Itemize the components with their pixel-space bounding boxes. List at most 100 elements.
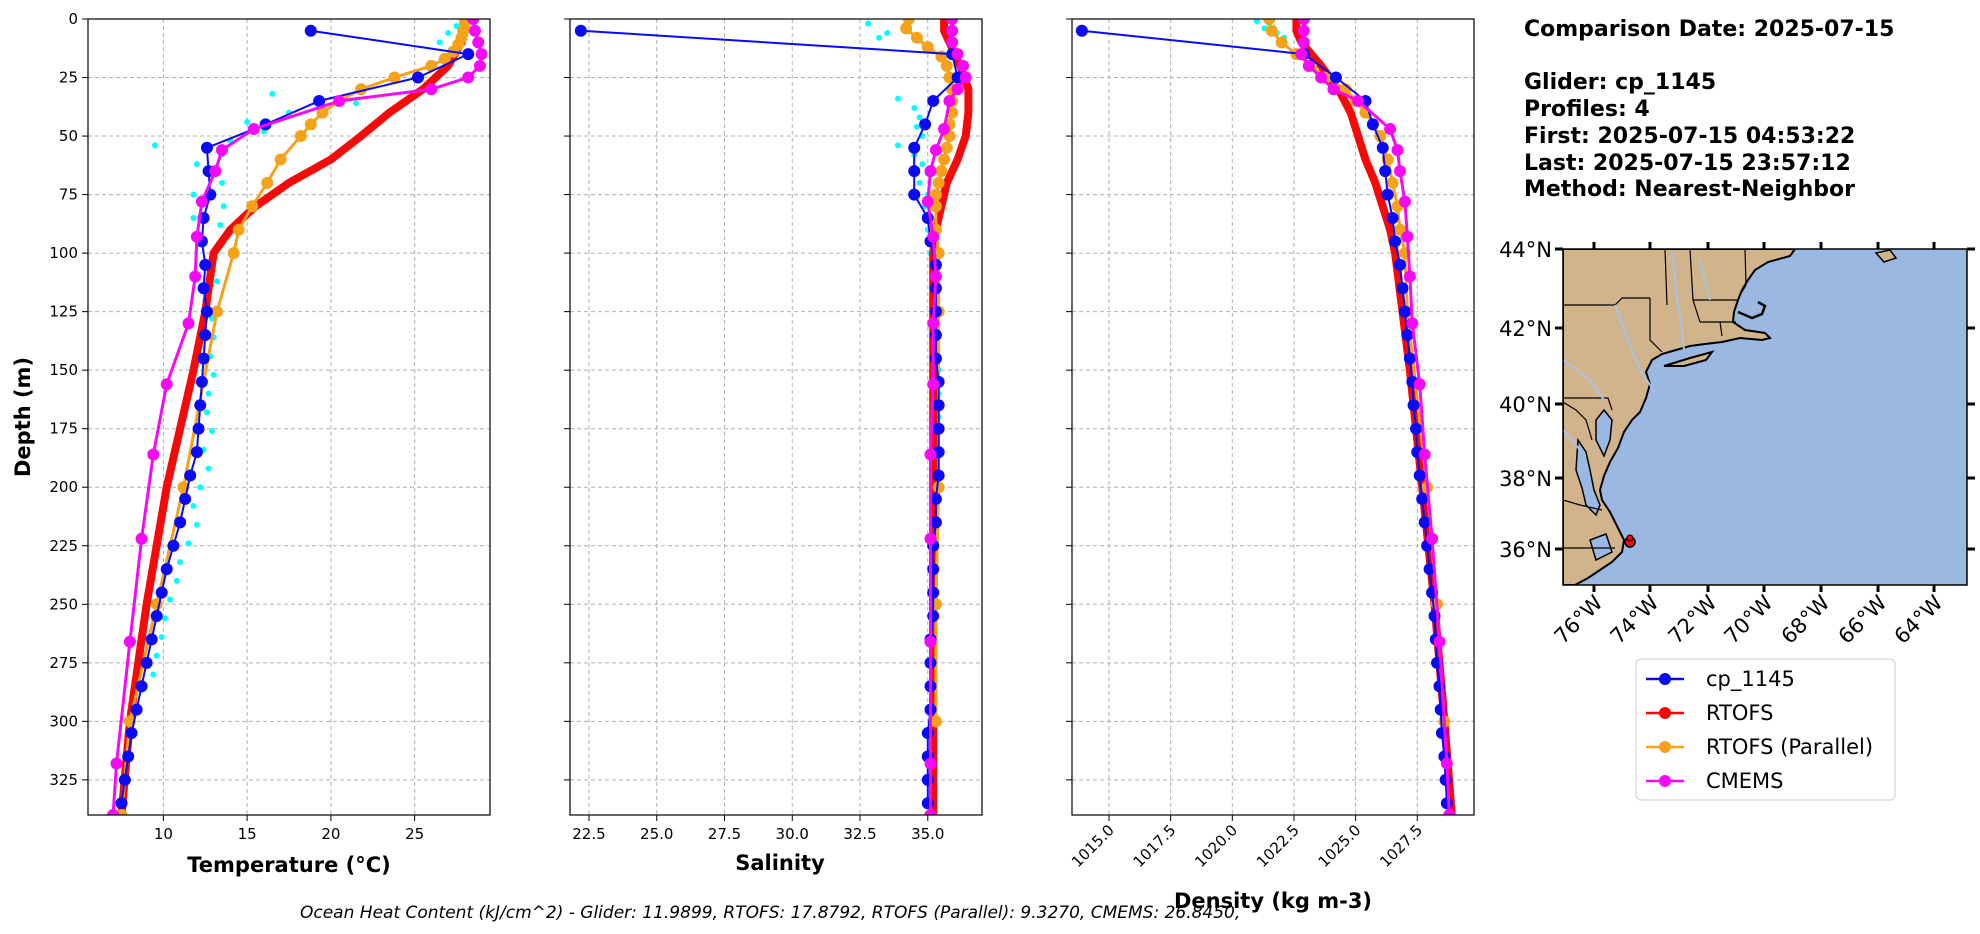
long-island bbox=[1663, 350, 1715, 367]
cmems-point bbox=[946, 24, 959, 37]
lat-label: 38°N bbox=[1499, 467, 1552, 491]
glider-raw-point bbox=[162, 615, 169, 622]
x-tick-label: 15 bbox=[238, 825, 257, 843]
cp-1145-point bbox=[929, 305, 942, 318]
cp-1145-point bbox=[135, 680, 148, 693]
x-tick-label: 10 bbox=[154, 825, 173, 843]
glider-raw-point bbox=[190, 215, 197, 221]
rtofs-parallel--point bbox=[294, 130, 307, 143]
x-tick-label: 1020.0 bbox=[1191, 821, 1241, 871]
cp-1145-point bbox=[190, 446, 203, 459]
glider-raw-point bbox=[197, 484, 204, 491]
cmems-point bbox=[1443, 809, 1456, 815]
rtofs-parallel--point bbox=[304, 118, 317, 131]
first-time: First: 2025-07-15 04:53:22 bbox=[1524, 124, 1855, 149]
cmems-point bbox=[1440, 757, 1453, 770]
cp-1145-point bbox=[179, 492, 192, 505]
glider-raw-point bbox=[865, 20, 872, 27]
glider-raw-point bbox=[911, 104, 918, 111]
cp-1145-point bbox=[908, 141, 921, 154]
rtofs-parallel--point bbox=[1265, 24, 1278, 37]
cmems-point bbox=[1426, 532, 1439, 545]
glider-raw-point bbox=[1253, 19, 1260, 25]
cmems-point bbox=[927, 317, 940, 330]
comparison-date: Comparison Date: 2025-07-15 bbox=[1524, 17, 1894, 42]
profile-count: Profiles: 4 bbox=[1524, 97, 1650, 122]
glider-raw-point bbox=[153, 652, 160, 659]
x-axis-label: Density (kg m-3) bbox=[1174, 889, 1372, 913]
cmems-point bbox=[938, 123, 951, 136]
y-tick-label: 75 bbox=[59, 186, 78, 204]
cmems-point bbox=[924, 635, 937, 648]
rtofs-parallel--point bbox=[316, 106, 329, 119]
cmems-point bbox=[467, 19, 480, 25]
cp-1145-point bbox=[174, 516, 187, 529]
cmems-point bbox=[927, 378, 940, 391]
rtofs-parallel--point bbox=[910, 31, 923, 44]
glider-raw-point bbox=[353, 100, 359, 107]
cmems-point bbox=[1384, 123, 1397, 136]
lat-label: 40°N bbox=[1499, 393, 1552, 417]
glider-raw-point bbox=[193, 521, 200, 528]
axes-frame bbox=[569, 18, 983, 816]
cp-1145-point bbox=[313, 94, 326, 107]
x-tick-label: 1025.0 bbox=[1315, 821, 1365, 871]
glider-raw-point bbox=[177, 559, 184, 566]
cp-1145-point bbox=[1403, 352, 1416, 365]
cmems-point bbox=[924, 448, 937, 461]
y-axis-label: Depth (m) bbox=[11, 357, 35, 477]
lat-label: 36°N bbox=[1499, 538, 1552, 562]
cmems-point bbox=[472, 36, 485, 49]
x-tick-label: 32.5 bbox=[843, 825, 876, 843]
plot-area bbox=[107, 19, 488, 815]
cmems-point bbox=[468, 24, 481, 37]
glider-raw-point bbox=[436, 39, 443, 46]
cmems-point bbox=[107, 809, 120, 815]
cp-1145-point bbox=[197, 352, 210, 365]
density-panel: 1015.0 1017.5 1020.0 1022.5 1025.0 1027.5Dens… bbox=[1066, 18, 1475, 913]
glider-raw-point bbox=[894, 95, 901, 102]
cp-1145-point bbox=[195, 375, 208, 388]
cmems-point bbox=[190, 230, 203, 243]
info-block: Comparison Date: 2025-07-15 Glider: cp_1… bbox=[1524, 17, 1894, 202]
cp-1145-point bbox=[150, 610, 163, 622]
glider-raw-point bbox=[158, 634, 165, 641]
glider-raw-point bbox=[244, 119, 251, 126]
glider-raw-point bbox=[190, 502, 197, 509]
cp-1145-point bbox=[199, 258, 212, 271]
glider-raw-point bbox=[203, 409, 210, 416]
cp-1145-point bbox=[932, 399, 945, 412]
legend-rtofs-parallel: RTOFS (Parallel) bbox=[1706, 735, 1873, 759]
maine-islands bbox=[1874, 249, 1898, 263]
cp-1145-point bbox=[1396, 282, 1409, 295]
cmems-point bbox=[959, 71, 972, 84]
rtofs-parallel--line bbox=[120, 19, 467, 815]
cmems-point bbox=[1403, 270, 1416, 283]
cp-1145-point bbox=[1401, 329, 1414, 342]
y-tick-label: 25 bbox=[59, 69, 78, 87]
lon-label: 64°W bbox=[1890, 590, 1948, 648]
lon-label: 72°W bbox=[1664, 590, 1722, 648]
glider-raw-point bbox=[445, 30, 452, 37]
glider-raw-point bbox=[210, 371, 217, 378]
rtofs-parallel--point bbox=[932, 176, 945, 189]
rtofs-parallel--point bbox=[274, 153, 287, 166]
rivers bbox=[1563, 251, 1711, 451]
cmems-point bbox=[943, 94, 956, 107]
glider-location-marker-2 bbox=[1626, 534, 1634, 542]
cmems-point bbox=[147, 448, 160, 461]
cmems-point bbox=[189, 270, 202, 283]
cp-1145-line bbox=[120, 29, 470, 805]
rtofs-parallel--point bbox=[921, 41, 934, 54]
x-tick-label: 1017.5 bbox=[1130, 821, 1180, 871]
pamlico-sound bbox=[1589, 533, 1613, 562]
cp-1145-point bbox=[1439, 773, 1452, 786]
cp-1145-point bbox=[1329, 71, 1342, 84]
cp-1145-point bbox=[155, 586, 168, 599]
cmems-point bbox=[1327, 83, 1340, 96]
cmems-point bbox=[160, 378, 173, 391]
cmems-point bbox=[216, 144, 228, 157]
cmems-point bbox=[475, 48, 488, 61]
glider-raw-point bbox=[220, 203, 227, 210]
glider-raw-point bbox=[205, 390, 212, 397]
